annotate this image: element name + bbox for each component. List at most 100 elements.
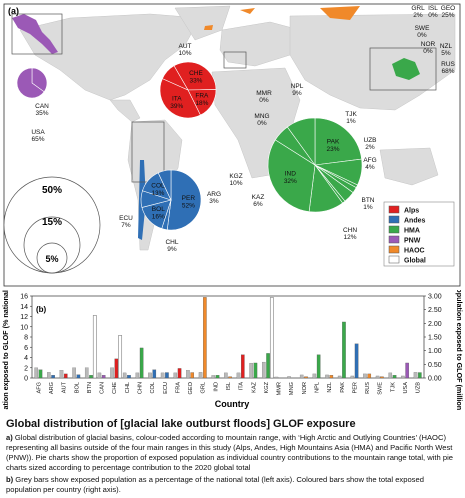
y-left-tick-label: 0: [24, 376, 28, 383]
map-label-afg: AFG: [363, 157, 376, 164]
pie-slice-value-ind: 32%: [284, 178, 297, 185]
x-tick-label-rus: RUS: [365, 382, 371, 394]
pie-slice-value-fra: 18%: [195, 100, 208, 107]
pie-slice-alps-ita: [159, 78, 201, 119]
caption-b-text: Grey bars show exposed population as a p…: [6, 475, 424, 495]
legend-swatch-alps: [388, 205, 400, 214]
bar-pct-pak: [337, 375, 342, 379]
bar-pct-btn: [84, 367, 89, 379]
bar-pct-chl: [122, 372, 127, 379]
bar-pct-mmr: [274, 376, 279, 379]
map-label-value-mmr: 0%: [259, 97, 269, 104]
map-label-tjk: TJK: [345, 111, 357, 118]
bar-pop-swe: [380, 376, 384, 379]
pie-slice-label-ita: ITA: [172, 96, 182, 103]
map-label-kaz: KAZ: [252, 194, 265, 201]
plot-area: [31, 295, 425, 379]
bar-pct-ind: [211, 375, 216, 379]
arctic-basin-shape: [240, 8, 255, 14]
bar-pop-che: [114, 358, 119, 379]
x-tick-label-aut: AUT: [62, 381, 68, 393]
y-right-tick-label: 2.00: [428, 321, 442, 328]
map-label-nor: NOR: [421, 41, 436, 48]
bar-pct-bol: [72, 367, 76, 379]
map-label-geo: GEO: [441, 5, 455, 12]
y-left-tick-label: 4: [24, 355, 28, 362]
bar-pop-isl: [228, 376, 232, 379]
pie-slice-label-per: PER: [182, 195, 196, 202]
bar-pct-grl: [198, 372, 203, 379]
bar-pop-npl: [316, 354, 321, 379]
y-left-tick-label: 8: [24, 335, 28, 342]
map-label-value-rus: 68%: [441, 68, 454, 75]
y-left-tick-label: 16: [20, 294, 28, 301]
map-label-chn: CHN: [343, 227, 357, 234]
pie-slice-value-per: 52%: [182, 203, 195, 210]
map-label-value-btn: 1%: [363, 204, 373, 211]
caption-part-b: b) Grey bars show exposed population as …: [6, 475, 461, 495]
map-label-value-uzb: 2%: [365, 144, 375, 151]
pie-slice-value-pak: 23%: [327, 146, 340, 153]
x-tick-label-tjk: TJK: [390, 382, 396, 392]
bar-pct-arg: [47, 372, 51, 379]
map-label-ecu: ECU: [119, 215, 133, 222]
pie-slice-alps-che: [173, 61, 217, 91]
pie-slice-value-bol: 16%: [152, 213, 165, 220]
north-america-shape: [19, 13, 201, 101]
x-tick-label-ita: ITA: [239, 382, 245, 391]
y-right-tick-label: 0.00: [428, 376, 442, 383]
x-tick-label-chn: CHN: [137, 382, 143, 394]
legend-label-hma: HMA: [404, 228, 420, 235]
map-label-rus: RUS: [441, 61, 455, 68]
pie-pnw: [16, 67, 48, 99]
bar-pop-chn: [139, 347, 144, 379]
pie-slice-hma-pak: [314, 117, 362, 166]
map-label-mmr: MMR: [256, 90, 272, 97]
legend-items: Alps Andes HMA PNW HAOC Global: [388, 205, 426, 265]
bar-pct-nzl: [325, 374, 329, 379]
x-tick-label-isl: ISL: [226, 382, 232, 390]
x-tick-label-geo: GEO: [188, 381, 194, 394]
legend-swatch-andes: [388, 215, 400, 224]
bar-pct-uzb: [413, 372, 418, 379]
y-right-tick-label: 2.50: [428, 307, 442, 314]
pnw-basins: [12, 14, 58, 54]
pie-slice-pnw-can: [31, 67, 48, 93]
x-tick-label-che: CHE: [112, 382, 118, 394]
map-label-usa: USA: [31, 129, 45, 136]
bar-marks: [34, 297, 422, 379]
map-label-value-arg: 3%: [209, 198, 219, 205]
bar-pop-ita: [240, 354, 245, 379]
y-left-tick-label: 6: [24, 345, 28, 352]
pie-slice-hma-kgz: [286, 117, 316, 166]
bar-panel: (b) 0 2 4 6 8 10 12 14 16 0.00 0.50 1.00 1.50 2.00 2.5…: [0, 270, 465, 430]
bar-pct-can: [97, 372, 102, 379]
map-label-uzb: UZB: [364, 137, 377, 144]
asia-shape: [289, 13, 456, 111]
y-left-tick-label: 12: [20, 314, 28, 321]
hma-basin-inset-shape: [392, 58, 420, 80]
legend-label-global: Global: [404, 258, 426, 265]
map-label-value-nzl: 5%: [441, 50, 451, 57]
bar-pop-bol: [76, 374, 81, 379]
map-label-nzl: NZL: [440, 43, 453, 50]
map-label-value-kgz: 10%: [229, 180, 242, 187]
pie-slice-pnw-usa: [16, 67, 45, 99]
size-legend: 50% 15% 5%: [3, 176, 101, 274]
x-axis-label: Country: [215, 399, 250, 409]
pnw-inset-box: [11, 13, 63, 55]
map-label-value-mng: 0%: [257, 120, 267, 127]
x-tick-label-kgz: KGZ: [264, 381, 270, 393]
map-label-isl: ISL: [428, 5, 438, 12]
x-tick-label-uzb: UZB: [416, 382, 422, 393]
alaska-basin-shape: [12, 14, 58, 54]
bar-pct-kgz: [261, 361, 266, 379]
bar-pct-ecu: [160, 372, 165, 379]
caption-a-label: a): [6, 433, 13, 442]
map-label-value-grl: 2%: [413, 12, 423, 19]
y-left-tick-label: 10: [20, 324, 28, 331]
map-label-swe: SWE: [415, 25, 430, 32]
europe-shape: [219, 21, 301, 67]
